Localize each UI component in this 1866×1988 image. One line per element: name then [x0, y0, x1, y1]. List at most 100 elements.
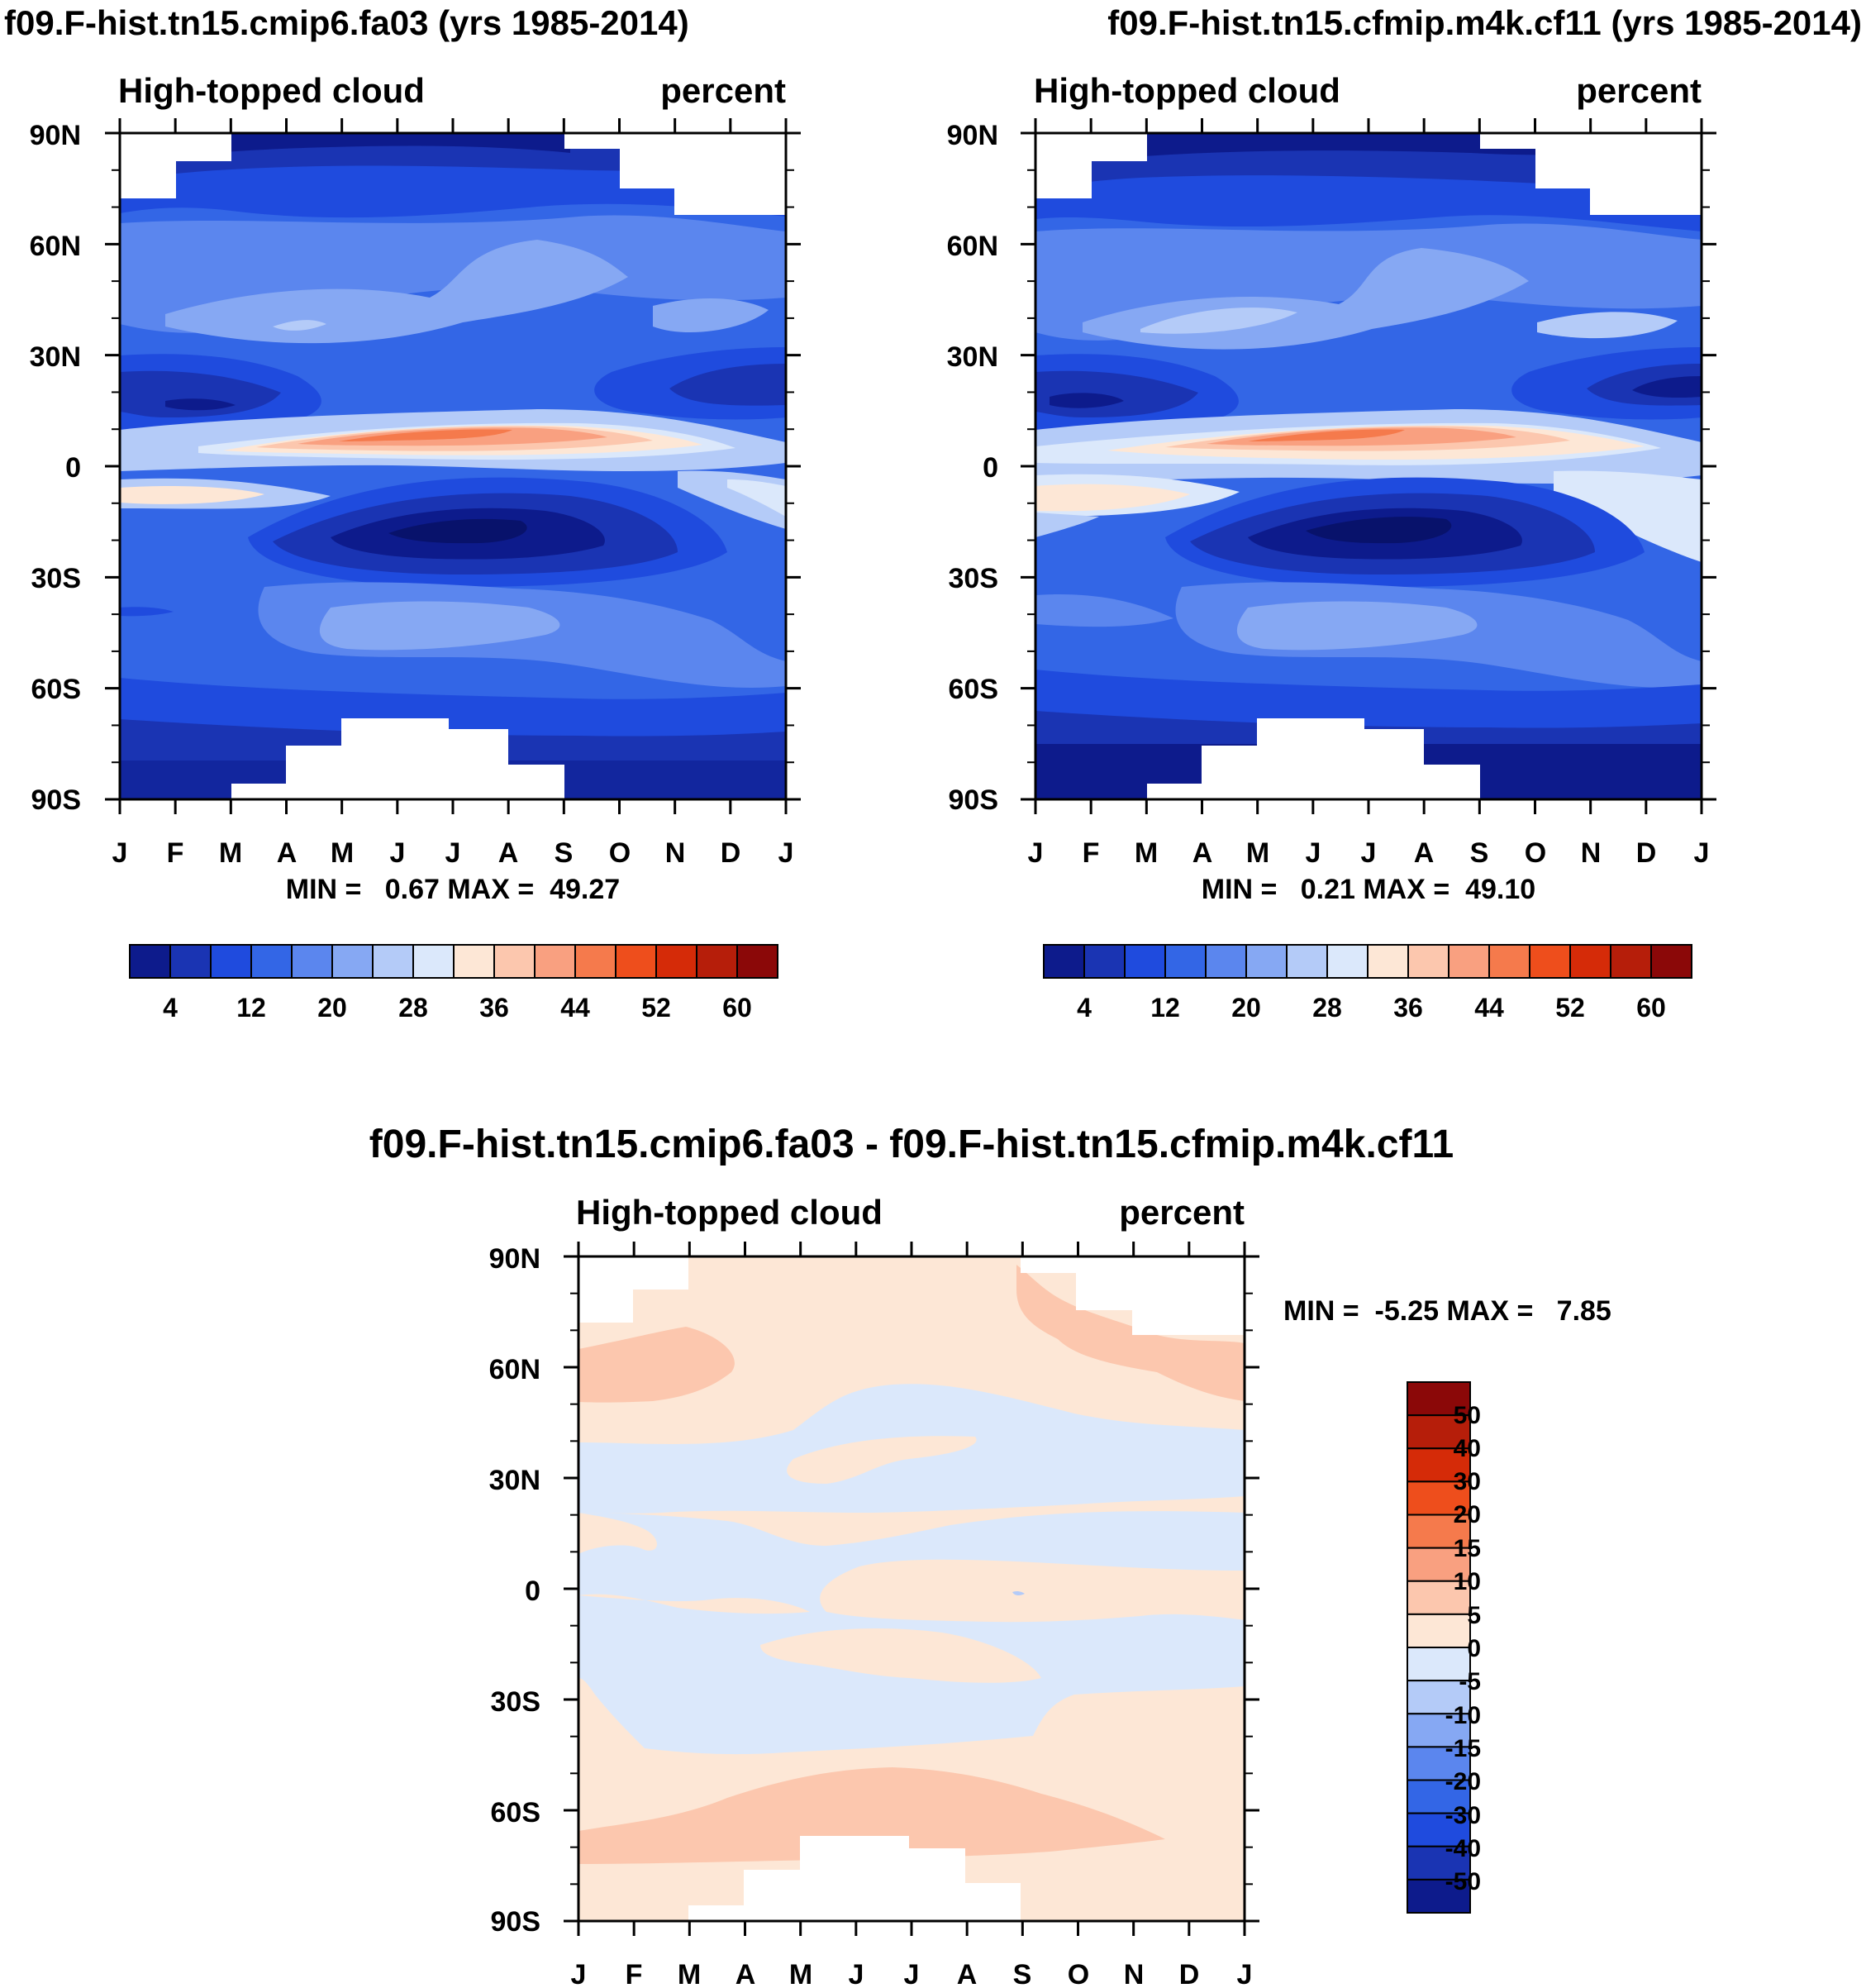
y-tick-label: 90S	[491, 1906, 541, 1938]
y-axis-labels: 90N 60N 30N 0 30S 60S 90S	[489, 1243, 540, 1938]
colorbar-swatch	[1164, 944, 1207, 979]
x-axis-labels: J F M A M J J A S O N D J	[571, 1959, 1253, 1988]
y-tick-label: 60N	[947, 231, 998, 262]
colorbar-swatch	[1569, 944, 1611, 979]
y-tick-label: 30N	[489, 1465, 540, 1496]
colorbar-swatch	[1650, 944, 1692, 979]
colorbar-label: 20	[1454, 1501, 1481, 1528]
x-tick-label: S	[1013, 1959, 1032, 1988]
colorbar-swatch	[1407, 1680, 1471, 1715]
colorbar-swatch	[1407, 1547, 1471, 1582]
colorbar-labels: 4 12 20 28 36 44 52 60	[1077, 993, 1666, 1023]
colorbar-label: 52	[641, 993, 671, 1023]
colorbar-swatch	[1367, 944, 1409, 979]
colorbar-label: 20	[1231, 993, 1261, 1023]
colorbar-swatch	[1043, 944, 1085, 979]
colorbar-label: 20	[317, 993, 347, 1023]
colorbar	[1043, 944, 1692, 979]
x-axis-labels: J F M A M J J A S O N D J	[112, 837, 794, 869]
colorbar-swatch	[1407, 1480, 1471, 1516]
colorbar-label: -5	[1459, 1668, 1481, 1695]
x-tick-label: O	[1525, 837, 1546, 869]
colorbar-label: 12	[236, 993, 266, 1023]
x-tick-label: M	[1246, 837, 1269, 869]
x-tick-label: J	[849, 1959, 864, 1988]
x-tick-label: S	[1470, 837, 1489, 869]
x-tick-label: J	[571, 1959, 587, 1988]
colorbar-swatch	[1083, 944, 1126, 979]
x-tick-label: D	[721, 837, 741, 869]
colorbar	[1407, 1381, 1471, 1914]
y-tick-label: 30S	[949, 563, 999, 594]
colorbar-label: 4	[1077, 993, 1092, 1023]
x-tick-label: M	[789, 1959, 812, 1988]
panel-a: f09.F-hist.tn15.cmip6.fa03 (yrs 1985-201…	[4, 3, 801, 1023]
colorbar-swatch	[1407, 1746, 1471, 1781]
x-tick-label: D	[1179, 1959, 1200, 1988]
colorbar-swatch	[291, 944, 333, 979]
y-tick-label: 60S	[491, 1797, 541, 1828]
colorbar-swatch	[250, 944, 293, 979]
colorbar-swatch	[169, 944, 212, 979]
x-tick-label: J	[1306, 837, 1321, 869]
colorbar-swatch	[1124, 944, 1166, 979]
colorbar-swatch	[1407, 1647, 1471, 1682]
panel-title: f09.F-hist.tn15.cmip6.fa03 (yrs 1985-201…	[4, 3, 689, 42]
y-tick-label: 60N	[30, 231, 81, 262]
colorbar-labels: 4 12 20 28 36 44 52 60	[163, 993, 752, 1023]
colorbar-label: -10	[1445, 1702, 1481, 1729]
colorbar-swatch	[129, 944, 171, 979]
panel-title: f09.F-hist.tn15.cfmip.m4k.cf11 (yrs 1985…	[1107, 3, 1862, 42]
y-tick-label: 90S	[31, 784, 82, 816]
colorbar-label: 44	[560, 993, 590, 1023]
y-tick-label: 0	[525, 1576, 540, 1607]
colorbar-swatch	[1529, 944, 1571, 979]
x-tick-label: J	[1361, 837, 1377, 869]
x-tick-label: N	[1124, 1959, 1145, 1988]
colorbar-swatch	[696, 944, 738, 979]
x-tick-label: F	[1083, 837, 1100, 869]
colorbar-label: 4	[163, 993, 178, 1023]
x-tick-label: M	[678, 1959, 701, 1988]
contour-field	[578, 1256, 1245, 1921]
x-tick-label: N	[665, 837, 686, 869]
colorbar-label: 52	[1555, 993, 1585, 1023]
min-max-stats: MIN = 0.67 MAX = 49.27	[286, 874, 620, 905]
colorbar-labels: 50 40 30 20 15 10 5 0 -5 -10 -15 -20 -30…	[1445, 1402, 1481, 1895]
y-tick-label: 90N	[30, 120, 81, 151]
colorbar-label: 44	[1474, 993, 1504, 1023]
contour-field	[120, 133, 786, 799]
colorbar-swatch	[1407, 1878, 1471, 1914]
colorbar-swatch	[412, 944, 455, 979]
colorbar-label: 0	[1467, 1635, 1481, 1662]
x-tick-label: D	[1636, 837, 1657, 869]
colorbar-swatch	[1407, 1514, 1471, 1549]
colorbar-swatch	[1407, 1613, 1471, 1648]
x-tick-label: J	[1237, 1959, 1253, 1988]
colorbar-label: 28	[1312, 993, 1342, 1023]
subtitle-left: High-topped cloud	[576, 1193, 883, 1232]
colorbar-label: 40	[1454, 1435, 1481, 1462]
colorbar-swatch	[1326, 944, 1369, 979]
y-tick-label: 0	[65, 452, 81, 484]
x-tick-label: J	[112, 837, 128, 869]
x-tick-label: N	[1581, 837, 1602, 869]
y-tick-label: 90N	[947, 120, 998, 151]
x-axis-labels: J F M A M J J A S O N D J	[1028, 837, 1710, 869]
colorbar-swatch	[574, 944, 616, 979]
colorbar-swatch	[736, 944, 778, 979]
subtitle-left: High-topped cloud	[1034, 71, 1340, 110]
subtitle-right: percent	[1576, 71, 1702, 110]
x-tick-label: J	[1694, 837, 1710, 869]
x-tick-label: M	[1135, 837, 1158, 869]
colorbar-swatch	[1407, 1812, 1471, 1847]
axis-ticks	[564, 1242, 1259, 1936]
y-axis-labels: 90N 60N 30N 0 30S 60S 90S	[947, 120, 998, 816]
y-tick-label: 0	[983, 452, 998, 484]
colorbar-label: 36	[1393, 993, 1423, 1023]
colorbar-label: 15	[1454, 1535, 1481, 1562]
colorbar-swatch	[1407, 1580, 1471, 1615]
panel-b: f09.F-hist.tn15.cfmip.m4k.cf11 (yrs 1985…	[947, 3, 1862, 1023]
colorbar-label: 28	[398, 993, 428, 1023]
